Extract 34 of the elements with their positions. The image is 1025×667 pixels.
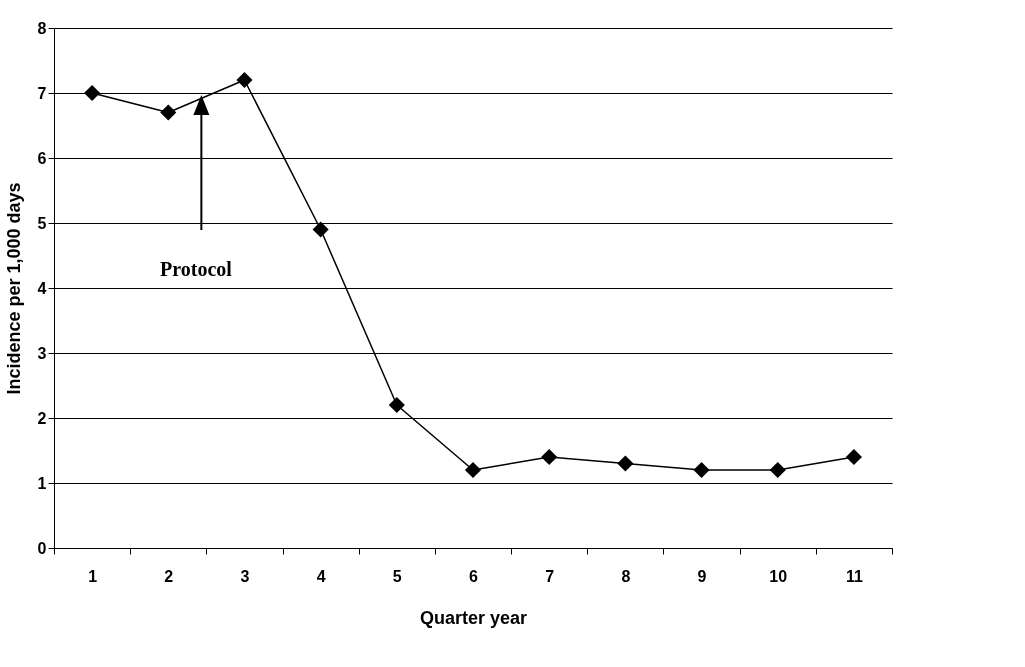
y-tick-label: 7: [37, 84, 47, 102]
y-axis-title: Incidence per 1,000 days: [3, 182, 24, 395]
y-tick-label: 3: [37, 344, 47, 362]
point: [236, 71, 253, 89]
point: [617, 455, 634, 472]
x-tick-label: 5: [392, 567, 402, 585]
x-axis-title: Quarter year: [419, 607, 528, 628]
point: [693, 461, 710, 479]
x-tick-label: 10: [769, 567, 788, 585]
y-tick-label: 2: [37, 409, 47, 427]
point: [312, 221, 329, 238]
x-tick-label: 3: [240, 567, 250, 585]
y-tick-label: 6: [37, 149, 47, 167]
x-tick-label: 11: [845, 567, 863, 585]
x-tick-label: 6: [469, 567, 479, 585]
x-tick-label: 7: [545, 567, 555, 585]
point: [84, 84, 101, 102]
point: [769, 461, 786, 479]
y-tick-label: 4: [37, 279, 47, 297]
point: [464, 461, 482, 479]
annotation: Protocol: [160, 258, 233, 280]
x-tick-label: 1: [88, 567, 98, 585]
x-tick-label: 4: [316, 567, 326, 585]
x-tick-label: 2: [164, 567, 174, 585]
x-tick-label: 8: [621, 567, 631, 585]
y-tick-label: 8: [37, 19, 47, 37]
x-tick-label: 9: [697, 567, 707, 585]
point: [541, 448, 558, 466]
point: [388, 396, 405, 414]
point: [845, 448, 862, 466]
y-tick-label: 5: [37, 214, 47, 232]
point: [160, 104, 177, 121]
y-tick-label: 1: [37, 474, 47, 492]
y-tick-label: 0: [37, 539, 47, 557]
